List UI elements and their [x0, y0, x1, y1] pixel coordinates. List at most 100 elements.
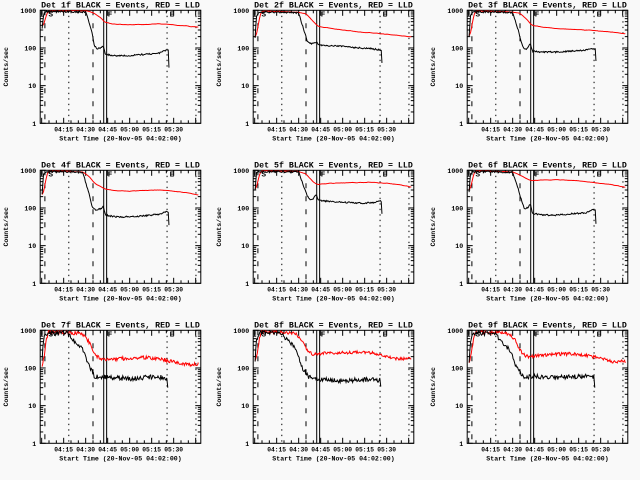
svg-text:S: S [475, 11, 480, 19]
svg-text:05:30: 05:30 [591, 446, 610, 453]
svg-text:04:45: 04:45 [312, 446, 331, 453]
svg-text:E: E [383, 11, 388, 19]
svg-text:04:15: 04:15 [54, 126, 73, 133]
svg-text:05:00: 05:00 [334, 126, 353, 133]
svg-text:05:30: 05:30 [164, 286, 183, 293]
svg-text:1000: 1000 [20, 328, 36, 335]
svg-text:E: E [383, 171, 388, 179]
svg-text:05:15: 05:15 [142, 446, 161, 453]
svg-text:1: 1 [459, 441, 463, 448]
svg-text:1: 1 [32, 441, 36, 448]
svg-text:Counts/sec: Counts/sec [216, 367, 223, 407]
svg-text:E: E [383, 331, 388, 339]
svg-text:05:00: 05:00 [334, 286, 353, 293]
svg-text:04:45: 04:45 [525, 126, 544, 133]
svg-text:10: 10 [28, 83, 36, 90]
svg-text:04:15: 04:15 [268, 126, 287, 133]
svg-text:1000: 1000 [234, 8, 250, 15]
svg-text:05:15: 05:15 [569, 286, 588, 293]
svg-text:04:30: 04:30 [290, 286, 309, 293]
svg-text:Det 1f BLACK = Events, RED = L: Det 1f BLACK = Events, RED = LLD [41, 1, 200, 10]
svg-text:05:15: 05:15 [142, 286, 161, 293]
svg-text:04:45: 04:45 [98, 126, 117, 133]
svg-text:Det 6f BLACK = Events, RED = L: Det 6f BLACK = Events, RED = LLD [468, 161, 627, 170]
svg-text:Counts/sec: Counts/sec [216, 207, 223, 247]
svg-text:1: 1 [459, 121, 463, 128]
svg-text:10: 10 [28, 243, 36, 250]
svg-text:05:30: 05:30 [164, 126, 183, 133]
svg-text:S: S [475, 171, 480, 179]
svg-text:05:15: 05:15 [569, 126, 588, 133]
svg-text:04:15: 04:15 [481, 126, 500, 133]
svg-text:100: 100 [24, 206, 36, 213]
svg-text:Start Time (20-Nov-05 04:02:00: Start Time (20-Nov-05 04:02:00) [486, 455, 608, 462]
svg-text:05:30: 05:30 [164, 446, 183, 453]
svg-text:S: S [262, 11, 267, 19]
svg-text:S: S [262, 171, 267, 179]
svg-text:05:00: 05:00 [120, 286, 139, 293]
svg-text:04:45: 04:45 [312, 126, 331, 133]
svg-text:F: F [108, 11, 113, 19]
svg-text:100: 100 [451, 366, 463, 373]
svg-text:04:15: 04:15 [54, 286, 73, 293]
svg-text:E: E [596, 11, 601, 19]
svg-text:04:15: 04:15 [481, 446, 500, 453]
svg-text:100: 100 [451, 206, 463, 213]
svg-text:04:45: 04:45 [98, 286, 117, 293]
svg-text:05:00: 05:00 [120, 126, 139, 133]
svg-text:05:15: 05:15 [356, 286, 375, 293]
svg-text:Counts/sec: Counts/sec [430, 367, 437, 407]
svg-text:05:15: 05:15 [142, 126, 161, 133]
svg-text:Start Time (20-Nov-05 04:02:00: Start Time (20-Nov-05 04:02:00) [59, 295, 181, 302]
svg-text:05:00: 05:00 [547, 446, 566, 453]
svg-text:10: 10 [455, 403, 463, 410]
svg-text:1: 1 [246, 441, 250, 448]
svg-text:100: 100 [238, 46, 250, 53]
svg-text:1000: 1000 [447, 328, 463, 335]
svg-text:04:15: 04:15 [54, 446, 73, 453]
svg-text:Start Time (20-Nov-05 04:02:00: Start Time (20-Nov-05 04:02:00) [486, 295, 608, 302]
svg-text:S: S [262, 331, 267, 339]
svg-text:E: E [596, 331, 601, 339]
svg-text:Det 3f BLACK = Events, RED = L: Det 3f BLACK = Events, RED = LLD [468, 1, 627, 10]
svg-text:S: S [475, 331, 480, 339]
svg-text:Start Time (20-Nov-05 04:02:00: Start Time (20-Nov-05 04:02:00) [273, 455, 395, 462]
svg-text:Start Time (20-Nov-05 04:02:00: Start Time (20-Nov-05 04:02:00) [59, 455, 181, 462]
svg-text:04:15: 04:15 [268, 286, 287, 293]
svg-text:Counts/sec: Counts/sec [216, 47, 223, 87]
svg-text:05:00: 05:00 [547, 286, 566, 293]
svg-text:E: E [596, 171, 601, 179]
svg-text:10: 10 [242, 403, 250, 410]
svg-text:05:30: 05:30 [591, 286, 610, 293]
svg-text:S: S [48, 331, 53, 339]
svg-text:100: 100 [238, 206, 250, 213]
svg-text:Start Time (20-Nov-05 04:02:00: Start Time (20-Nov-05 04:02:00) [273, 295, 395, 302]
svg-text:1000: 1000 [447, 168, 463, 175]
svg-text:10: 10 [455, 243, 463, 250]
svg-text:04:15: 04:15 [481, 286, 500, 293]
svg-text:1000: 1000 [234, 328, 250, 335]
svg-text:05:15: 05:15 [356, 446, 375, 453]
svg-text:Det 9f BLACK = Events, RED = L: Det 9f BLACK = Events, RED = LLD [468, 321, 627, 330]
svg-text:1: 1 [246, 121, 250, 128]
svg-text:04:30: 04:30 [503, 286, 522, 293]
svg-text:05:00: 05:00 [334, 446, 353, 453]
svg-text:Counts/sec: Counts/sec [3, 207, 10, 247]
svg-text:05:30: 05:30 [378, 286, 397, 293]
svg-text:04:30: 04:30 [76, 126, 95, 133]
svg-text:F: F [108, 171, 113, 179]
svg-text:1000: 1000 [234, 168, 250, 175]
svg-text:Det 7f BLACK = Events, RED = L: Det 7f BLACK = Events, RED = LLD [41, 321, 200, 330]
svg-text:04:30: 04:30 [503, 446, 522, 453]
svg-text:1: 1 [459, 281, 463, 288]
svg-text:Start Time (20-Nov-05 04:02:00: Start Time (20-Nov-05 04:02:00) [486, 135, 608, 142]
svg-text:1000: 1000 [20, 168, 36, 175]
svg-text:100: 100 [24, 366, 36, 373]
svg-text:1000: 1000 [447, 8, 463, 15]
svg-text:Start Time (20-Nov-05 04:02:00: Start Time (20-Nov-05 04:02:00) [59, 135, 181, 142]
svg-text:05:00: 05:00 [120, 446, 139, 453]
svg-text:05:15: 05:15 [356, 126, 375, 133]
svg-text:1: 1 [32, 281, 36, 288]
svg-text:E: E [170, 331, 175, 339]
svg-text:Counts/sec: Counts/sec [430, 207, 437, 247]
